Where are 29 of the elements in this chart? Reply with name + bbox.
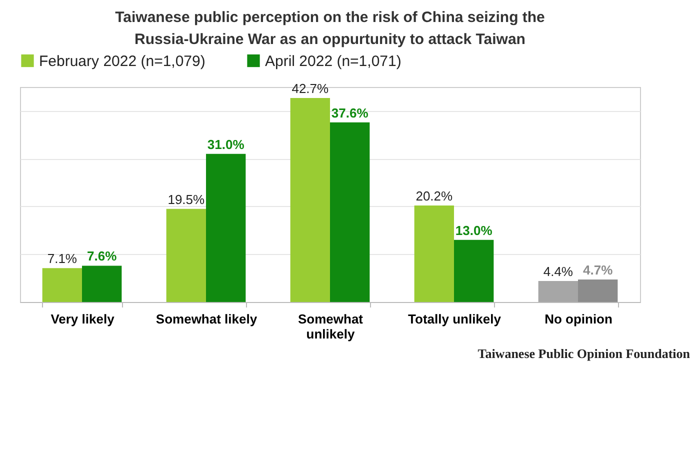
bar <box>166 208 206 302</box>
bar <box>454 240 494 302</box>
legend-label: February 2022 (n=1,079) <box>39 52 206 70</box>
bar <box>42 268 82 302</box>
chart-title: Taiwanese public perception on the risk of China seizing the Russia-Ukraine War as an oppurtunity to attack Taiwan <box>115 9 545 48</box>
data-label: 42.7% <box>292 80 330 96</box>
x-tick-label: Somewhat unlikely <box>298 312 364 342</box>
data-label: 31.0% <box>207 136 245 152</box>
text: Taiwanese Public Opinion Foundation <box>476 346 690 362</box>
bar <box>578 280 618 302</box>
bar <box>82 266 122 302</box>
data-label: 4.7% <box>583 262 614 278</box>
x-tick-label: Very likely <box>50 312 116 326</box>
data-label: 37.6% <box>331 105 369 120</box>
bar <box>414 205 454 302</box>
x-tick-label: Totally unlikely <box>408 312 502 326</box>
x-tick-label: No opinion <box>544 312 612 326</box>
bar <box>206 154 246 302</box>
x-tick-label: Somewhat likely <box>156 312 258 326</box>
data-label: 13.0% <box>455 222 493 238</box>
data-label: 19.5% <box>168 192 206 207</box>
bar <box>330 122 370 302</box>
data-label: 7.1% <box>47 251 78 266</box>
data-label: 4.4% <box>543 264 574 279</box>
data-label: 20.2% <box>416 188 454 204</box>
data-label: 7.6% <box>87 248 118 264</box>
bar <box>290 98 330 302</box>
legend-label: April 2022 (n=1,071) <box>265 52 402 70</box>
bar <box>538 280 578 302</box>
